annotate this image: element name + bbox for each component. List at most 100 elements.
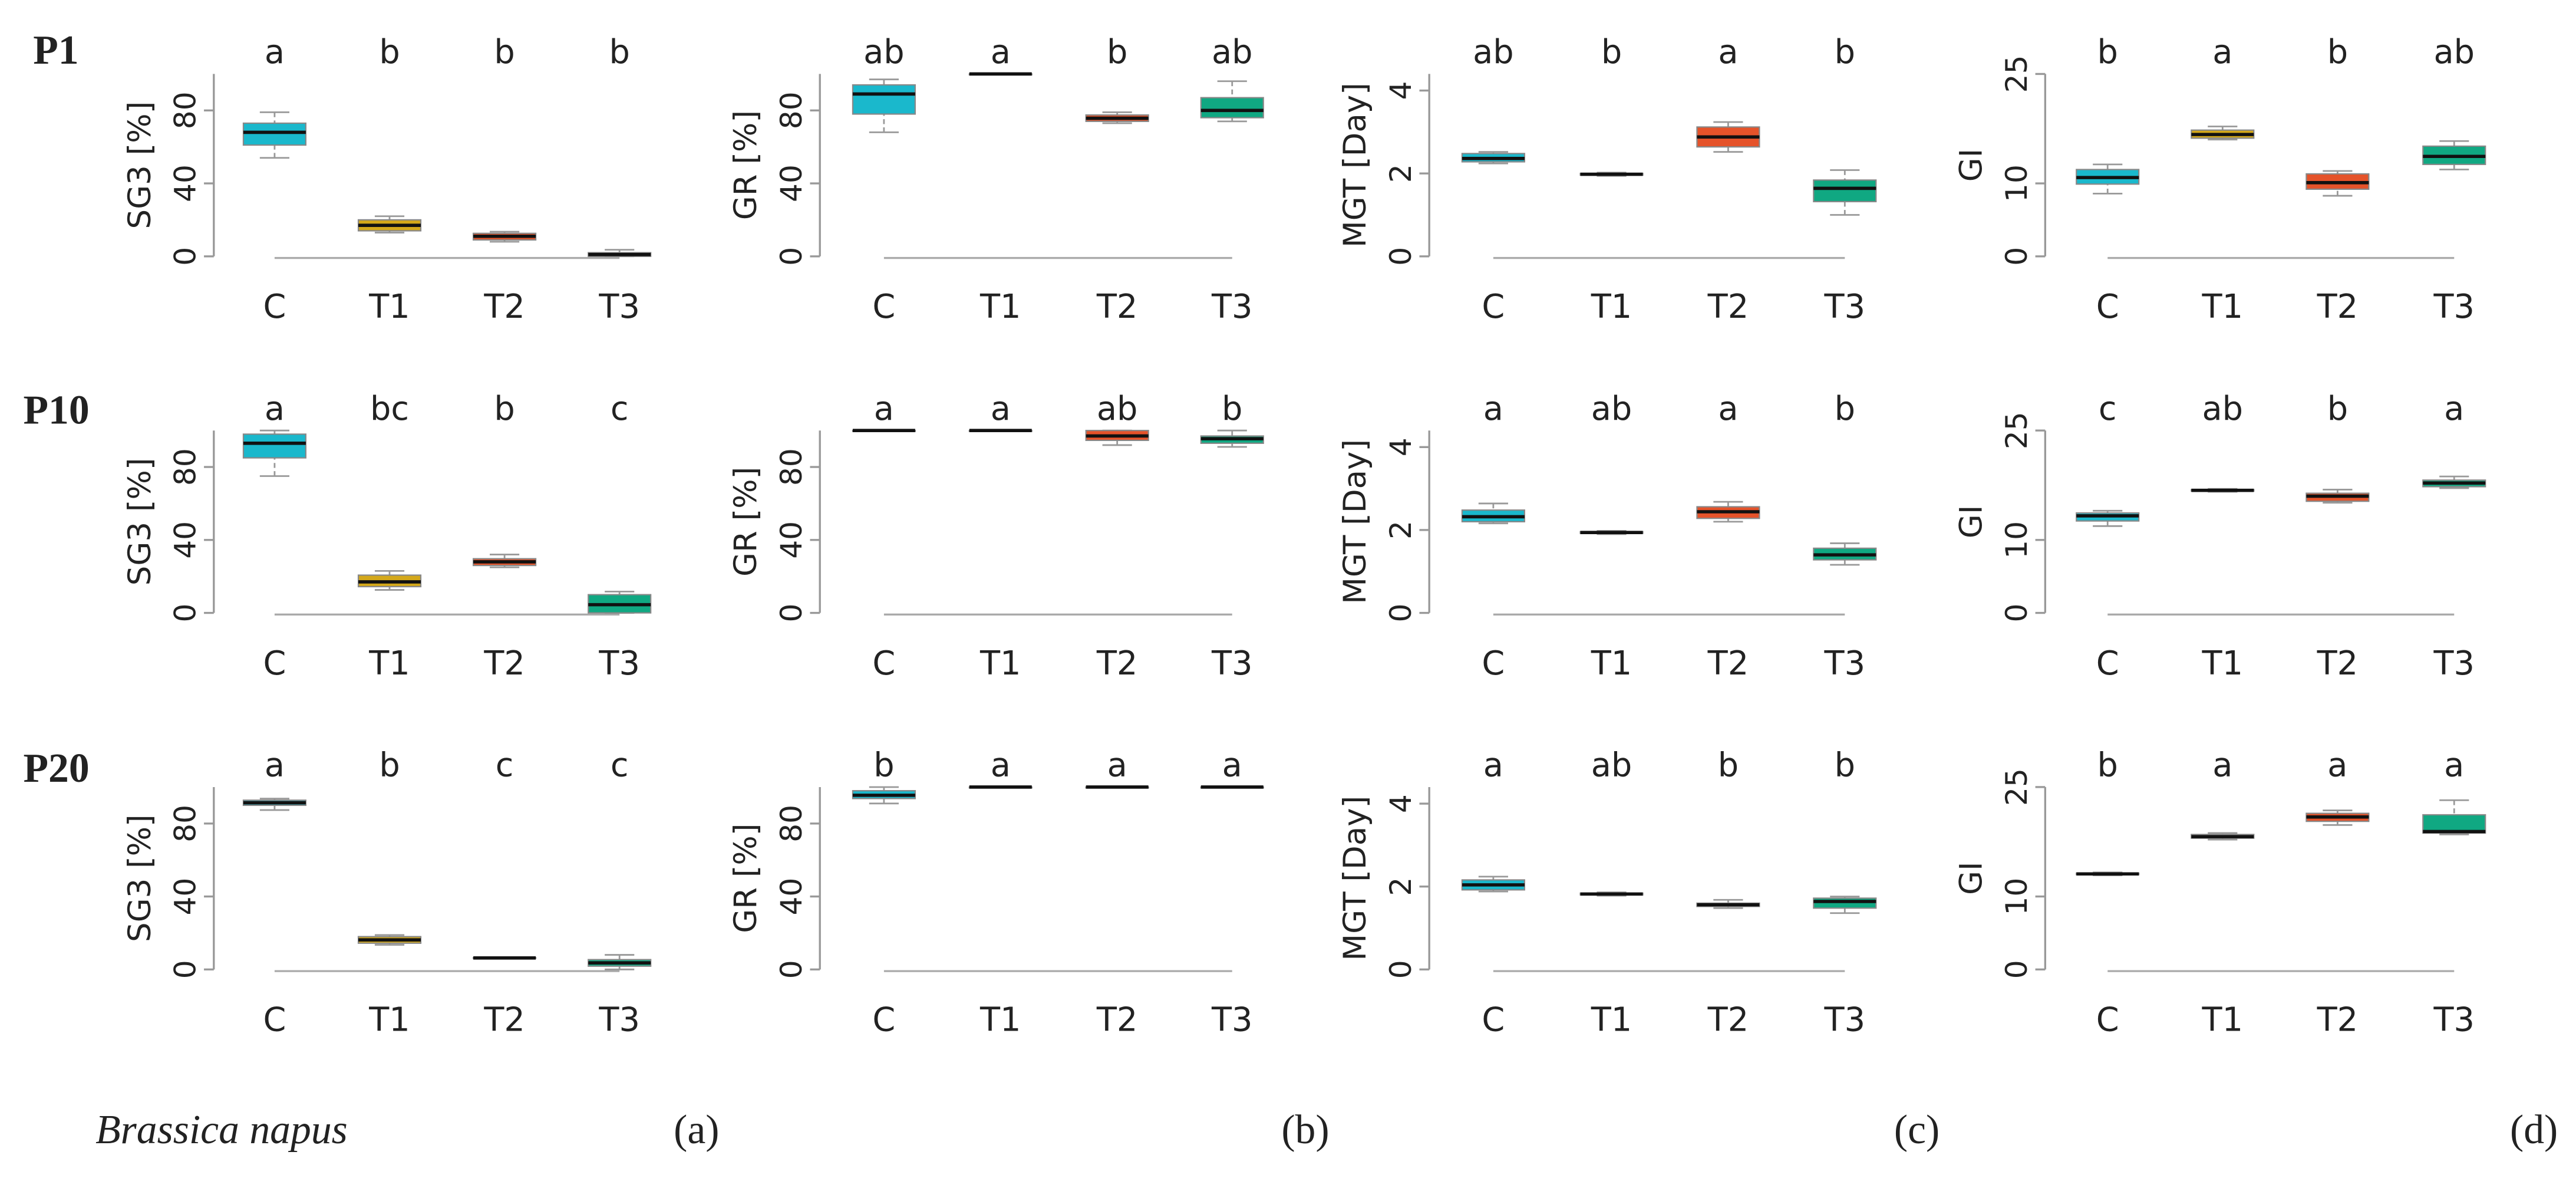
significance-letter: ab bbox=[1212, 33, 1253, 71]
row-label: P1 bbox=[33, 28, 78, 73]
significance-letter: a bbox=[991, 746, 1011, 785]
significance-letter: b bbox=[494, 390, 514, 428]
y-tick-label: 0 bbox=[1999, 604, 2034, 623]
y-axis-label: MGT [Day] bbox=[1337, 83, 1373, 248]
x-tick-label: T1 bbox=[1591, 1001, 1632, 1039]
x-tick-label: T1 bbox=[368, 644, 410, 683]
x-tick-label: T1 bbox=[979, 1001, 1021, 1039]
x-tick-label: T3 bbox=[2433, 1001, 2475, 1039]
species: Brassica napus bbox=[95, 1107, 348, 1153]
box bbox=[852, 84, 916, 115]
x-tick-label: C bbox=[1482, 644, 1505, 683]
significance-letter: b bbox=[1222, 390, 1242, 428]
significance-letter: a bbox=[874, 390, 894, 428]
y-tick-label: 0 bbox=[774, 247, 809, 266]
x-tick-label: C bbox=[872, 644, 895, 683]
significance-letter: b bbox=[1835, 33, 1855, 71]
x-tick-label: C bbox=[1482, 288, 1505, 326]
y-tick-label: 10 bbox=[1999, 878, 2034, 916]
x-tick-label: C bbox=[1482, 1001, 1505, 1039]
significance-letter: a bbox=[265, 746, 285, 785]
x-tick-label: T2 bbox=[483, 288, 525, 326]
x-tick-label: T3 bbox=[1211, 288, 1253, 326]
x-tick-label: T2 bbox=[1707, 288, 1749, 326]
y-axis-label: SG3 [%] bbox=[122, 458, 158, 585]
significance-letter: b bbox=[1835, 746, 1855, 785]
x-tick-label: T2 bbox=[2317, 1001, 2359, 1039]
x-tick-label: T3 bbox=[598, 644, 640, 683]
significance-letter: b bbox=[494, 33, 514, 71]
y-axis-label: MGT [Day] bbox=[1337, 796, 1373, 961]
significance-letter: a bbox=[991, 390, 1011, 428]
y-tick-label: 40 bbox=[168, 878, 203, 916]
y-tick-label: 0 bbox=[168, 247, 203, 266]
significance-letter: a bbox=[2444, 390, 2464, 428]
box bbox=[1813, 897, 1877, 909]
x-tick-label: T1 bbox=[2202, 1001, 2244, 1039]
significance-letter: a bbox=[1222, 746, 1242, 785]
y-tick-label: 0 bbox=[168, 604, 203, 623]
significance-letter: a bbox=[2327, 746, 2347, 785]
y-axis-label: GI bbox=[1953, 149, 1989, 182]
significance-letter: a bbox=[265, 390, 285, 428]
y-tick-label: 0 bbox=[1383, 247, 1418, 266]
significance-letter: b bbox=[1601, 33, 1622, 71]
x-tick-label: T3 bbox=[598, 288, 640, 326]
box bbox=[1200, 97, 1264, 119]
x-tick-label: T3 bbox=[1824, 1001, 1866, 1039]
significance-letter: a bbox=[2212, 33, 2232, 71]
y-tick-label: 80 bbox=[774, 805, 809, 843]
significance-letter: b bbox=[2327, 33, 2348, 71]
y-tick-label: 2 bbox=[1383, 877, 1418, 896]
x-tick-label: T2 bbox=[2317, 288, 2359, 326]
significance-letter: a bbox=[2444, 746, 2464, 785]
significance-letter: b bbox=[609, 33, 630, 71]
x-tick-label: T1 bbox=[1591, 644, 1632, 683]
x-tick-label: T2 bbox=[1707, 1001, 1749, 1039]
y-tick-label: 4 bbox=[1383, 794, 1418, 813]
y-tick-label: 40 bbox=[168, 164, 203, 202]
x-tick-label: T2 bbox=[1096, 1001, 1137, 1039]
x-tick-label: C bbox=[2096, 1001, 2119, 1039]
y-axis-label: GR [%] bbox=[728, 110, 764, 220]
y-tick-label: 0 bbox=[774, 604, 809, 623]
significance-letter: ab bbox=[2202, 390, 2244, 428]
x-tick-label: T3 bbox=[1211, 644, 1253, 683]
box bbox=[1813, 179, 1877, 203]
x-tick-label: T3 bbox=[2433, 644, 2475, 683]
significance-letter: a bbox=[265, 33, 285, 71]
x-tick-label: C bbox=[872, 288, 895, 326]
x-tick-label: T1 bbox=[2202, 644, 2244, 683]
significance-letter: a bbox=[1718, 33, 1738, 71]
x-tick-label: T3 bbox=[1824, 644, 1866, 683]
x-tick-label: C bbox=[2096, 644, 2119, 683]
box bbox=[242, 433, 306, 459]
significance-letter: a bbox=[991, 33, 1011, 71]
panel-label: (c) bbox=[1894, 1107, 1940, 1153]
x-tick-label: T3 bbox=[2433, 288, 2475, 326]
x-tick-label: C bbox=[263, 1001, 286, 1039]
significance-letter: b bbox=[379, 33, 400, 71]
x-tick-label: T2 bbox=[2317, 644, 2359, 683]
y-tick-label: 25 bbox=[1999, 768, 2034, 806]
panel-label: (d) bbox=[2510, 1107, 2558, 1153]
y-tick-label: 40 bbox=[774, 878, 809, 916]
x-tick-label: T2 bbox=[483, 644, 525, 683]
row-label: P10 bbox=[24, 387, 90, 433]
significance-letter: ab bbox=[1591, 390, 1632, 428]
y-tick-label: 80 bbox=[168, 448, 203, 486]
box bbox=[242, 122, 306, 146]
y-tick-label: 25 bbox=[1999, 55, 2034, 93]
y-tick-label: 4 bbox=[1383, 437, 1418, 456]
x-tick-label: C bbox=[872, 1001, 895, 1039]
y-tick-label: 4 bbox=[1383, 81, 1418, 100]
y-tick-label: 10 bbox=[1999, 521, 2034, 559]
x-tick-label: T2 bbox=[1096, 644, 1137, 683]
x-tick-label: C bbox=[263, 288, 286, 326]
significance-letter: a bbox=[1718, 390, 1738, 428]
x-tick-label: T2 bbox=[1096, 288, 1137, 326]
x-tick-label: T2 bbox=[483, 1001, 525, 1039]
y-tick-label: 10 bbox=[1999, 164, 2034, 202]
panel-label: (a) bbox=[674, 1107, 719, 1153]
